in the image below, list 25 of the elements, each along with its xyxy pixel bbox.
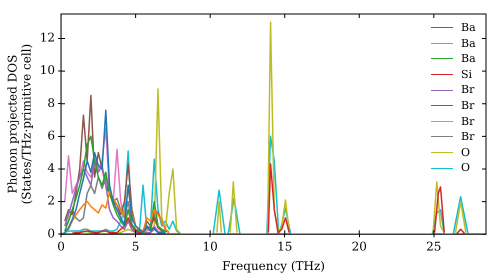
y-tick-label: 6 <box>47 128 56 142</box>
legend-label: Br <box>461 129 474 145</box>
legend-label: Ba <box>461 20 476 36</box>
x-axis-title: Frequency (THz) <box>222 258 325 273</box>
y-tick-label: 10 <box>40 63 56 78</box>
x-tick-label: 0 <box>57 240 65 254</box>
x-tick-label: 5 <box>132 240 140 254</box>
legend-label: Br <box>461 114 474 130</box>
x-tick-label: 20 <box>352 240 367 254</box>
y-tick-label: 12 <box>40 30 56 45</box>
legend-label: O <box>461 144 470 160</box>
y-tick-label: 8 <box>47 96 56 110</box>
legend-label: Ba <box>461 51 476 67</box>
y-tick-label: 0 <box>47 226 56 240</box>
legend-label: Ba <box>461 36 476 52</box>
x-tick-label: 25 <box>426 240 442 254</box>
y-tick-label: 2 <box>47 194 56 208</box>
legend-label: Br <box>461 98 474 114</box>
x-tick-label: 10 <box>202 240 218 254</box>
x-tick-label: 15 <box>277 240 292 254</box>
legend-label: Si <box>461 66 472 82</box>
y-tick-label: 4 <box>47 161 56 176</box>
legend-label: Br <box>461 82 474 98</box>
y-axis-title: Phonon projected DOS (States/THz·primitive cell) <box>5 44 34 204</box>
legend-label: O <box>461 160 470 176</box>
